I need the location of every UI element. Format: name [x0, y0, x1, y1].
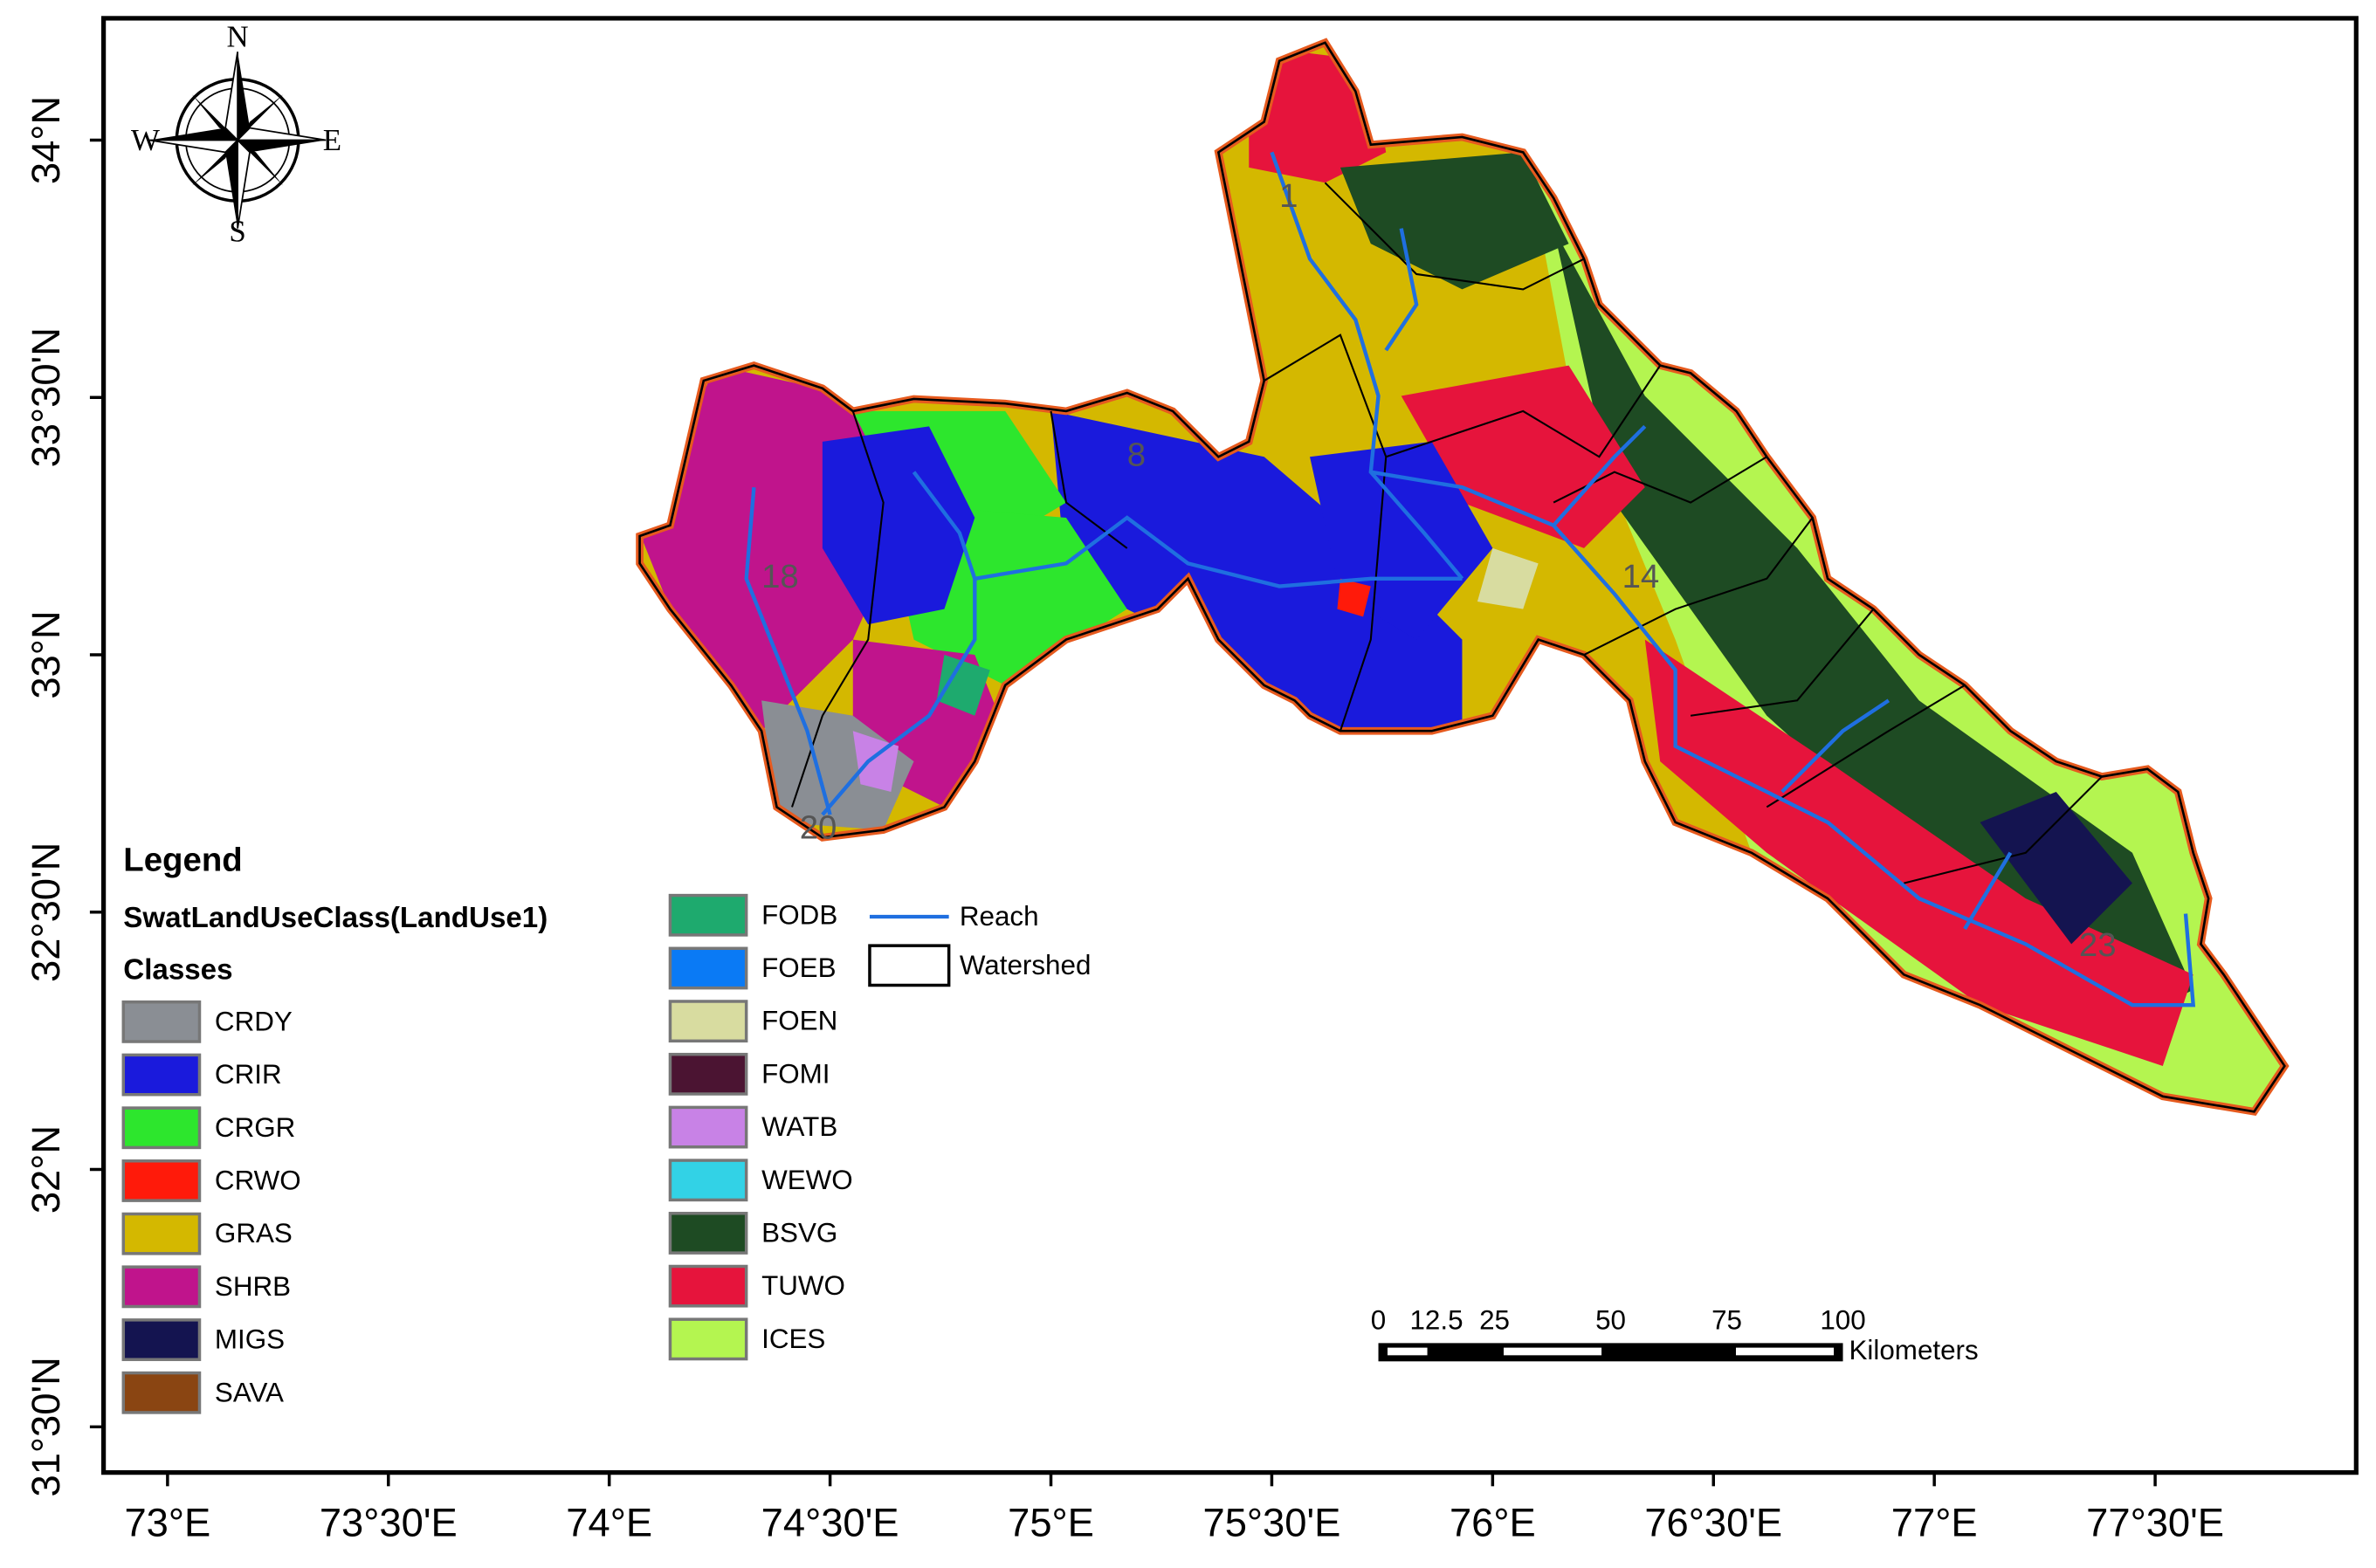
- legend-label: CRIR: [215, 1059, 282, 1090]
- lon-label: 77°30'E: [2086, 1501, 2224, 1545]
- reach-network: [744, 151, 2196, 1008]
- subbasin-label: 23: [2079, 926, 2117, 964]
- lon-label: 73°E: [124, 1501, 210, 1545]
- legend-label: FOEN: [761, 1006, 837, 1036]
- scale-bar-label: 12.5: [1409, 1304, 1463, 1335]
- legend-swatch: [668, 1317, 748, 1361]
- legend-label: CRDY: [215, 1006, 293, 1036]
- lon-label: 74°30'E: [761, 1501, 899, 1545]
- legend-swatch: [668, 1000, 748, 1043]
- subbasin-label: 18: [761, 558, 799, 595]
- subbasin-label: 8: [1127, 436, 1146, 473]
- compass-w: W: [131, 123, 160, 157]
- legend-swatch: [121, 1265, 202, 1309]
- scale-bar-label: 100: [1820, 1304, 1865, 1335]
- legend-swatch: [121, 1000, 202, 1043]
- compass: N S E W: [131, 19, 341, 248]
- scale-bar-label: 75: [1711, 1304, 1742, 1335]
- legend-swatch: [121, 1053, 202, 1097]
- compass-e: E: [323, 123, 341, 157]
- scale-bar-segment: [1387, 1347, 1428, 1356]
- scale-bar-unit: Kilometers: [1849, 1335, 1978, 1365]
- legend-label: FOEB: [761, 952, 836, 983]
- legend-label: WEWO: [761, 1165, 853, 1195]
- lon-label: 77°E: [1891, 1501, 1978, 1545]
- legend-swatch: [668, 1105, 748, 1149]
- legend-label: TUWO: [761, 1270, 845, 1301]
- scale-bar-label: 25: [1479, 1304, 1510, 1335]
- legend-classes-heading: Classes: [123, 954, 232, 987]
- legend-swatch: [668, 1212, 748, 1255]
- lat-label: 32°30'N: [24, 842, 68, 982]
- legend-swatch: [668, 1159, 748, 1202]
- legend-swatch: [121, 1318, 202, 1361]
- legend-label: BSVG: [761, 1217, 837, 1248]
- legend-swatch: [668, 893, 748, 937]
- scale-bar-label: 0: [1371, 1304, 1386, 1335]
- legend-label: SHRB: [215, 1271, 291, 1302]
- legend-swatch: [668, 1052, 748, 1096]
- legend-label: SAVA: [215, 1377, 284, 1407]
- legend-swatch: [121, 1106, 202, 1150]
- legend-swatch: [121, 1212, 202, 1255]
- legend-label: CRWO: [215, 1165, 301, 1195]
- legend-label: MIGS: [215, 1324, 285, 1355]
- lon-label: 76°30'E: [1644, 1501, 1782, 1545]
- legend-swatch: [668, 946, 748, 990]
- legend-label: ICES: [761, 1324, 825, 1354]
- axes: 73°E 73°30'E 74°E 74°30'E 75°E 75°30'E 76°E 76°…: [24, 96, 2224, 1545]
- legend-label: GRAS: [215, 1218, 293, 1248]
- lat-label: 33°N: [24, 610, 68, 698]
- lon-label: 74°E: [566, 1501, 652, 1545]
- subbasin-label: 1: [1279, 177, 1298, 215]
- legend-swatch: [121, 1371, 202, 1414]
- legend-label: FODB: [761, 899, 837, 930]
- scale-bar-segment: [1735, 1347, 1835, 1356]
- legend-label: WATB: [761, 1111, 837, 1142]
- compass-n: N: [227, 19, 249, 53]
- legend-title: Legend: [123, 841, 242, 878]
- legend-label: Watershed: [960, 950, 1092, 980]
- lat-label: 34°N: [24, 96, 68, 184]
- legend-swatch: [668, 1264, 748, 1308]
- scale-bar-label: 50: [1595, 1304, 1626, 1335]
- scale-bar-segment: [1503, 1347, 1602, 1356]
- legend-label: CRGR: [215, 1112, 295, 1143]
- lat-label: 32°N: [24, 1125, 68, 1214]
- lon-label: 75°E: [1008, 1501, 1094, 1545]
- lon-label: 76°E: [1450, 1501, 1536, 1545]
- subbasin-label: 20: [800, 809, 837, 847]
- compass-s: S: [229, 215, 245, 249]
- legend-label: Reach: [960, 901, 1039, 932]
- legend: CRDY CRIR CRGR CRWO GRAS SHRB MIGS SAVA FODB FOEB…: [121, 893, 1092, 1414]
- legend-swatch: [121, 1159, 202, 1202]
- lon-label: 75°30'E: [1203, 1501, 1341, 1545]
- lat-label: 33°30'N: [24, 327, 68, 467]
- lon-label: 73°30'E: [320, 1501, 458, 1545]
- lat-label: 31°30'N: [24, 1357, 68, 1496]
- legend-label: FOMI: [761, 1058, 830, 1089]
- scale-bar-body: [1378, 1343, 1843, 1362]
- legend-watershed-symbol: [868, 944, 951, 987]
- subbasin-labels: 1 8 18 14 23 20: [761, 177, 2116, 964]
- legend-layer: SwatLandUseClass(LandUse1): [123, 902, 548, 934]
- subbasin-label: 14: [1622, 558, 1660, 595]
